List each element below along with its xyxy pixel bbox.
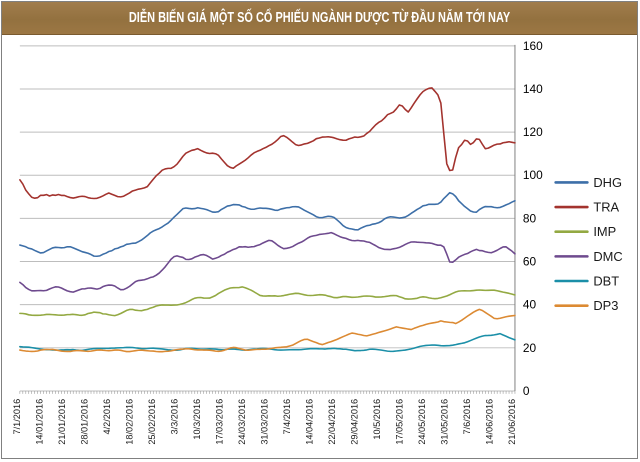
svg-text:21/01/2016: 21/01/2016 xyxy=(57,399,67,445)
svg-text:31/03/2016: 31/03/2016 xyxy=(259,399,269,445)
svg-text:25/02/2016: 25/02/2016 xyxy=(147,399,157,445)
svg-text:DMC: DMC xyxy=(593,249,622,264)
svg-text:14/06/2016: 14/06/2016 xyxy=(484,399,494,445)
svg-text:7/4/2016: 7/4/2016 xyxy=(282,399,292,435)
svg-text:18/02/2016: 18/02/2016 xyxy=(124,399,134,445)
svg-text:31/05/2016: 31/05/2016 xyxy=(439,399,449,445)
svg-text:120: 120 xyxy=(523,125,543,139)
svg-text:DP3: DP3 xyxy=(593,298,618,313)
svg-text:24/05/2016: 24/05/2016 xyxy=(417,399,427,445)
svg-text:22/04/2016: 22/04/2016 xyxy=(327,399,337,445)
svg-text:140: 140 xyxy=(523,82,543,96)
svg-text:14/01/2016: 14/01/2016 xyxy=(34,399,44,445)
svg-text:29/04/2016: 29/04/2016 xyxy=(349,399,359,445)
svg-text:DBT: DBT xyxy=(593,273,619,288)
svg-text:7/1/2016: 7/1/2016 xyxy=(12,399,22,435)
svg-text:TRA: TRA xyxy=(593,200,619,215)
svg-text:10/3/2016: 10/3/2016 xyxy=(192,399,202,440)
svg-text:100: 100 xyxy=(523,168,543,182)
svg-text:160: 160 xyxy=(523,39,543,53)
svg-text:20: 20 xyxy=(523,341,537,355)
svg-text:10/5/2016: 10/5/2016 xyxy=(372,399,382,440)
svg-text:60: 60 xyxy=(523,255,537,269)
svg-text:IMP: IMP xyxy=(593,224,616,239)
svg-text:0: 0 xyxy=(523,384,530,398)
svg-text:17/03/2016: 17/03/2016 xyxy=(214,399,224,445)
svg-text:3/3/2016: 3/3/2016 xyxy=(169,399,179,435)
svg-text:40: 40 xyxy=(523,298,537,312)
svg-text:17/05/2016: 17/05/2016 xyxy=(394,399,404,445)
svg-text:DHG: DHG xyxy=(593,175,622,190)
svg-text:24/03/2016: 24/03/2016 xyxy=(237,399,247,445)
svg-text:80: 80 xyxy=(523,211,537,225)
svg-text:21/06/2016: 21/06/2016 xyxy=(507,399,517,445)
svg-text:7/6/2016: 7/6/2016 xyxy=(462,399,472,435)
svg-text:14/04/2016: 14/04/2016 xyxy=(304,399,314,445)
svg-text:4/2/2016: 4/2/2016 xyxy=(102,399,112,435)
svg-text:28/01/2016: 28/01/2016 xyxy=(79,399,89,445)
